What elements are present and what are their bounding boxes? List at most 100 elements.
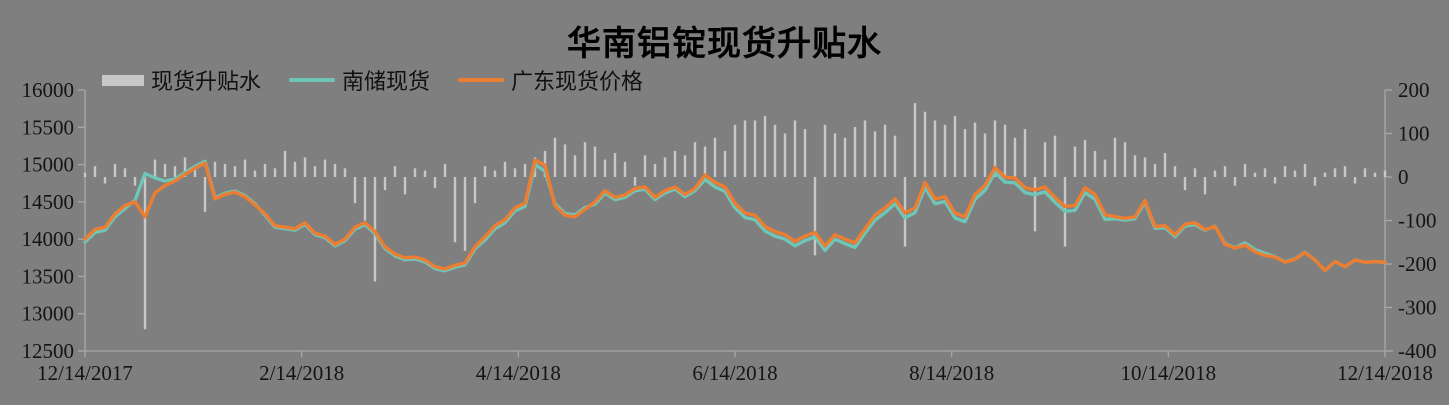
bar-现货升贴水 <box>193 168 197 177</box>
y-right-tick-label: 200 <box>1398 78 1430 102</box>
y-left-tick-label: 15000 <box>22 153 75 177</box>
bar-现货升贴水 <box>123 168 127 177</box>
teal-line-swatch-icon <box>289 78 336 82</box>
bar-现货升贴水 <box>1263 168 1267 177</box>
bar-现货升贴水 <box>1073 146 1077 177</box>
bar-现货升贴水 <box>353 177 357 204</box>
bar-现货升贴水 <box>323 159 327 177</box>
bar-现货升贴水 <box>673 150 677 177</box>
bar-现货升贴水 <box>1173 166 1177 177</box>
bar-现货升贴水 <box>1363 168 1367 177</box>
bar-现货升贴水 <box>1313 177 1317 186</box>
legend-item-guangdong-price: 广东现货价格 <box>458 64 643 96</box>
bar-现货升贴水 <box>363 177 367 221</box>
bar-现货升贴水 <box>1003 124 1007 177</box>
bar-现货升贴水 <box>103 177 107 184</box>
line-广东现货价格 <box>83 158 1387 273</box>
bar-现货升贴水 <box>1133 155 1137 177</box>
bar-现货升贴水 <box>1043 142 1047 177</box>
bar-现货升贴水 <box>143 177 147 330</box>
bar-现货升贴水 <box>313 166 317 177</box>
bar-现货升贴水 <box>213 161 217 177</box>
legend-item-spot-premium: 现货升贴水 <box>102 64 261 96</box>
bar-现货升贴水 <box>93 166 97 177</box>
bar-现货升贴水 <box>463 177 467 251</box>
y-left-tick-label: 14500 <box>22 190 75 214</box>
bar-现货升贴水 <box>413 168 417 177</box>
bar-现货升贴水 <box>1113 137 1117 177</box>
bar-现货升贴水 <box>1093 150 1097 177</box>
bar-现货升贴水 <box>223 163 227 177</box>
bar-现货升贴水 <box>1203 177 1207 195</box>
bar-现货升贴水 <box>383 177 387 191</box>
x-tick-label: 8/14/2018 <box>909 361 994 385</box>
bar-现货升贴水 <box>423 170 427 177</box>
bar-现货升贴水 <box>303 157 307 177</box>
bar-现货升贴水 <box>753 120 757 177</box>
bar-现货升贴水 <box>833 133 837 177</box>
bar-现货升贴水 <box>853 126 857 177</box>
y-left-tick-label: 12500 <box>22 339 75 363</box>
bar-swatch-icon <box>102 74 144 86</box>
y-left-tick-label: 13500 <box>22 264 75 288</box>
bar-现货升贴水 <box>433 177 437 188</box>
bar-现货升贴水 <box>1013 137 1017 177</box>
bar-现货升贴水 <box>333 163 337 177</box>
bar-现货升贴水 <box>273 168 277 177</box>
bar-现货升贴水 <box>783 133 787 177</box>
bar-现货升贴水 <box>653 163 657 177</box>
bar-现货升贴水 <box>1303 163 1307 177</box>
bar-现货升贴水 <box>1343 166 1347 177</box>
legend-item-nanchu-spot: 南储现货 <box>289 64 430 96</box>
line-南储现货 <box>83 159 1387 273</box>
bar-现货升贴水 <box>983 133 987 177</box>
bar-现货升贴水 <box>633 177 637 186</box>
legend-label-spot-premium: 现货升贴水 <box>151 69 262 94</box>
bar-现货升贴水 <box>1353 177 1357 184</box>
y-left-tick-label: 16000 <box>22 78 75 102</box>
bar-现货升贴水 <box>793 120 797 177</box>
bar-现货升贴水 <box>1233 177 1237 186</box>
bar-现货升贴水 <box>1373 172 1377 177</box>
x-tick-label: 12/14/2018 <box>1337 361 1433 385</box>
bar-现货升贴水 <box>873 131 877 177</box>
bar-现货升贴水 <box>603 159 607 177</box>
bar-现货升贴水 <box>943 124 947 177</box>
x-tick-label: 2/14/2018 <box>259 361 344 385</box>
bar-现货升贴水 <box>763 116 767 177</box>
bar-现货升贴水 <box>513 168 517 177</box>
bar-现货升贴水 <box>623 161 627 177</box>
bar-现货升贴水 <box>973 122 977 177</box>
legend-label-nanchu-spot: 南储现货 <box>342 69 431 94</box>
bar-现货升贴水 <box>343 168 347 177</box>
bar-现货升贴水 <box>373 177 377 282</box>
bar-现货升贴水 <box>663 157 667 177</box>
y-right-tick-label: 100 <box>1398 122 1430 146</box>
bar-现货升贴水 <box>723 150 727 177</box>
bar-现货升贴水 <box>523 163 527 177</box>
bar-现货升贴水 <box>173 166 177 177</box>
bar-现货升贴水 <box>163 163 167 177</box>
bar-现货升贴水 <box>1103 159 1107 177</box>
bar-现货升贴水 <box>843 137 847 177</box>
x-tick-label: 4/14/2018 <box>476 361 561 385</box>
bar-现货升贴水 <box>183 157 187 177</box>
bar-现货升贴水 <box>453 177 457 243</box>
bar-现货升贴水 <box>233 166 237 177</box>
bar-现货升贴水 <box>683 155 687 177</box>
bar-现货升贴水 <box>913 103 917 177</box>
bar-现货升贴水 <box>1053 135 1057 177</box>
bar-现货升贴水 <box>1213 170 1217 177</box>
bar-现货升贴水 <box>563 144 567 177</box>
bar-现货升贴水 <box>1253 172 1257 177</box>
y-left-tick-label: 13000 <box>22 302 75 326</box>
bar-现货升贴水 <box>1323 172 1327 177</box>
bar-现货升贴水 <box>1383 170 1387 177</box>
bar-现货升贴水 <box>483 166 487 177</box>
y-right-tick-label: -100 <box>1398 209 1437 233</box>
y-right-tick-label: 0 <box>1398 165 1409 189</box>
bar-现货升贴水 <box>1123 142 1127 177</box>
bar-现货升贴水 <box>113 163 117 177</box>
x-tick-label: 6/14/2018 <box>692 361 777 385</box>
